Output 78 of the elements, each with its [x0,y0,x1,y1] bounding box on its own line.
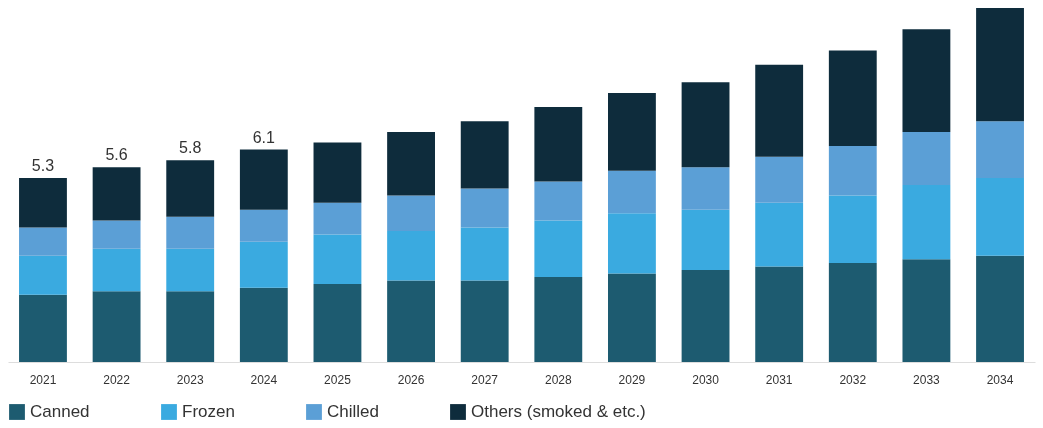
bar [313,284,362,362]
x-tick-label: 2021 [29,372,57,387]
bar [976,177,1024,256]
x-tick-label: 2029 [618,372,646,387]
x-tick-label: 2034 [986,372,1014,387]
x-tick-label: 2022 [103,372,131,387]
bar [166,216,215,249]
x-tick-label: 2026 [397,372,425,387]
x-tick-label: 2033 [913,372,941,387]
bar [755,202,804,267]
bar [755,156,804,203]
bar [387,131,435,196]
bar [681,167,730,210]
bar [166,160,215,217]
x-tick-label: 2030 [692,372,720,387]
legend-label: Others (smoked & etc.) [471,402,646,421]
bar [239,209,288,242]
bar [902,131,951,185]
bar [681,269,730,362]
bar [460,280,509,362]
bar [534,277,583,362]
x-tick-label: 2032 [839,372,867,387]
annotation: 5.6 [105,146,128,164]
bar [828,50,877,147]
legend-label: Chilled [327,402,379,421]
bar [92,291,141,362]
bar [460,227,509,281]
x-tick-label: 2024 [250,372,278,387]
bar [460,188,509,228]
bar [239,241,288,288]
bar [902,29,951,132]
bar [608,273,656,362]
annotation: 5.8 [179,139,202,157]
bar [534,107,583,182]
bar [313,234,362,285]
bar [534,220,583,278]
bar [166,248,215,292]
bar [92,220,141,249]
bar [19,255,67,295]
bar [608,92,656,171]
legend-label: Frozen [182,402,235,421]
bar [534,181,583,221]
x-tick-label: 2031 [765,372,793,387]
bar [976,121,1024,178]
bar [828,195,877,263]
bar [92,167,141,221]
bar [387,195,435,232]
bar [828,262,877,362]
bar [166,291,215,362]
bar [755,64,804,157]
bar [681,82,730,168]
x-tick-label: 2027 [471,372,499,387]
bar [902,259,951,362]
bar [387,231,435,281]
legend-label: Canned [30,402,90,421]
bar [828,146,877,196]
x-tick-label: 2023 [176,372,204,387]
bar [681,209,730,270]
bar [19,177,67,228]
annotation: 6.1 [252,128,276,146]
bar [313,142,362,203]
x-tick-label: 2025 [324,372,352,387]
bar [313,202,362,235]
annotation: 5.3 [31,156,55,174]
bar [19,294,67,362]
bar [902,185,951,260]
bar [239,149,288,210]
bar [387,280,435,362]
bar [976,8,1024,122]
bar [460,121,509,189]
x-tick-label: 2028 [544,372,572,387]
bar [608,170,656,214]
bar [19,227,67,256]
bar [92,248,141,292]
bar [755,266,804,362]
bar [239,287,288,362]
bar [608,213,656,274]
bar [976,255,1024,362]
